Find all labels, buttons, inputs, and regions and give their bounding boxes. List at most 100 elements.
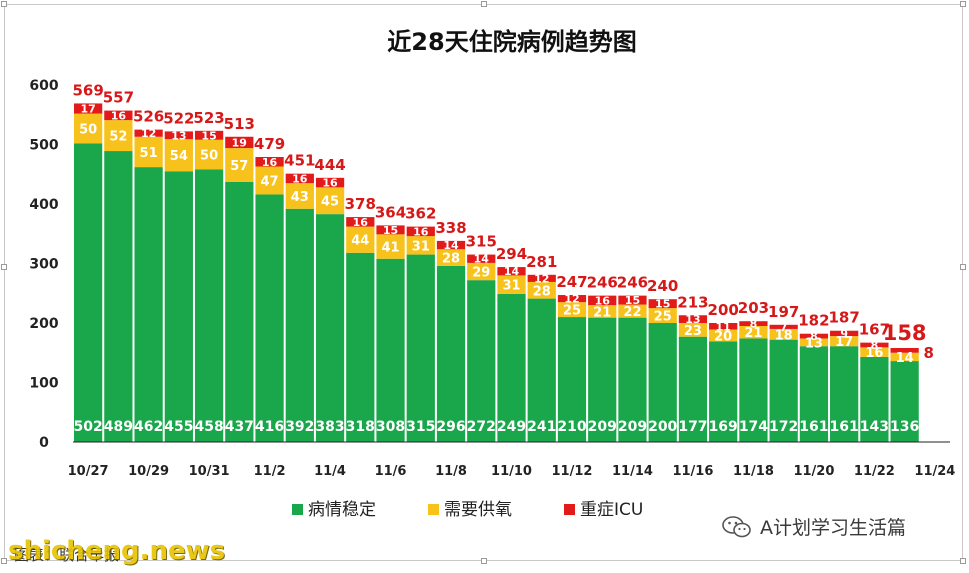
bar-segment-stable: [527, 298, 556, 442]
resize-handle-bottom-left[interactable]: [1, 558, 7, 564]
data-label-total: 240: [647, 277, 678, 295]
bar-segment-oxygen: [225, 148, 254, 182]
bar-segment-stable: [436, 265, 466, 442]
bar-segment-stable: [74, 143, 103, 442]
data-label-oxygen: 51: [140, 146, 158, 161]
data-label-oxygen: 50: [79, 122, 97, 137]
legend-swatch: [428, 504, 439, 515]
x-tick-label: 11/2: [254, 464, 286, 479]
wechat-account: A计划学习生活篇: [722, 513, 906, 540]
data-label-oxygen: 14: [896, 351, 914, 366]
y-tick-label: 500: [29, 138, 58, 154]
bar-segment-oxygen: [648, 308, 677, 323]
resize-handle-top-left[interactable]: [1, 1, 7, 7]
bar-segment-icu: [436, 240, 466, 250]
bar-segment-oxygen: [467, 262, 496, 281]
data-label-oxygen: 25: [563, 304, 581, 319]
x-tick-label: 11/22: [854, 464, 895, 479]
data-label-oxygen: 13: [805, 336, 823, 351]
resize-handle-right[interactable]: [960, 264, 966, 270]
data-label-oxygen: 50: [200, 149, 218, 164]
data-label-total: 197: [768, 303, 799, 321]
bar-segment-oxygen: [678, 323, 708, 337]
bar-segment-oxygen: [618, 304, 647, 318]
data-label-icu: 12: [534, 272, 549, 285]
bar-segment-oxygen: [74, 113, 103, 144]
data-label-total: 451: [284, 152, 315, 170]
data-label-stable: 161: [830, 419, 859, 435]
bar-segment-icu: [104, 110, 133, 121]
data-label-stable: 174: [739, 419, 768, 435]
data-label-stable: 172: [769, 419, 798, 435]
bar-segment-stable: [648, 323, 677, 442]
legend-swatch: [292, 504, 303, 515]
resize-handle-top[interactable]: [481, 1, 487, 7]
data-label-stable: 209: [588, 419, 617, 435]
bar-segment-icu: [769, 324, 798, 329]
data-label-total: 200: [708, 301, 739, 319]
bar-segment-icu: [134, 129, 163, 137]
bar-segment-icu: [285, 173, 314, 184]
bar-segment-stable: [285, 208, 314, 442]
x-tick-label: 11/16: [672, 464, 713, 479]
bar-segment-stable: [255, 194, 284, 442]
data-label-icu: 8: [810, 330, 818, 343]
resize-handle-top-right[interactable]: [960, 1, 966, 7]
data-label-stable: 392: [285, 419, 314, 435]
bar-segment-icu: [164, 131, 193, 140]
site-watermark: shicheng.news: [8, 536, 226, 566]
resize-handle-bottom-right[interactable]: [960, 558, 966, 564]
bar-segment-stable: [618, 317, 647, 442]
bar-segment-icu: [315, 177, 345, 188]
bar-segment-icu: [860, 342, 889, 348]
bar-segment-oxygen: [255, 166, 284, 195]
bar-segment-stable: [104, 151, 133, 443]
data-label-total: 187: [828, 309, 859, 327]
bar-segment-oxygen: [527, 281, 556, 299]
resize-handle-left[interactable]: [1, 264, 7, 270]
y-tick-label: 100: [29, 376, 58, 392]
data-label-icu: 16: [292, 172, 308, 185]
data-label-total: 338: [435, 219, 466, 237]
data-label-icu: 14: [443, 239, 459, 252]
data-label-oxygen: 31: [502, 279, 520, 294]
data-label-total: 213: [677, 293, 708, 311]
bar-segment-icu: [739, 321, 768, 326]
bar-segment-stable: [860, 356, 889, 442]
x-tick-label: 11/10: [491, 464, 532, 479]
bar-segment-oxygen: [557, 302, 587, 318]
x-tick-label: 11/18: [733, 464, 774, 479]
data-label-icu: 16: [262, 156, 278, 169]
bar-segment-oxygen: [588, 305, 617, 318]
data-label-stable: 169: [709, 419, 738, 435]
legend-label: 病情稳定: [308, 500, 376, 520]
data-label-icu: 14: [504, 265, 520, 278]
data-label-total: 522: [163, 109, 194, 127]
bar-segment-oxygen: [890, 352, 919, 362]
bar-segment-icu: [255, 156, 284, 167]
data-label-total: 362: [405, 205, 436, 223]
data-label-icu: 15: [625, 294, 640, 307]
data-label-stable: 249: [497, 419, 526, 435]
legend-label: 重症ICU: [580, 500, 643, 520]
wechat-icon: [722, 515, 751, 537]
y-tick-label: 300: [29, 257, 58, 273]
data-label-icu: 12: [564, 293, 579, 306]
resize-handle-bottom[interactable]: [481, 558, 487, 564]
bar-segment-oxygen: [134, 136, 163, 168]
data-label-oxygen: 44: [351, 234, 369, 249]
data-label-oxygen: 28: [533, 284, 551, 299]
bar-segment-oxygen: [406, 236, 435, 255]
data-label-total: 182: [798, 312, 829, 330]
data-label-total: 513: [224, 115, 255, 133]
y-tick-label: 0: [39, 435, 49, 451]
data-label-total: 203: [738, 299, 769, 317]
data-label-oxygen: 41: [381, 241, 399, 256]
bar-segment-icu: [376, 225, 405, 235]
bar-segment-oxygen: [164, 139, 193, 172]
data-label-oxygen: 47: [261, 174, 279, 189]
data-label-stable: 315: [406, 419, 435, 435]
data-label-icu: 8: [924, 344, 934, 362]
bar-segment-oxygen: [436, 249, 466, 266]
